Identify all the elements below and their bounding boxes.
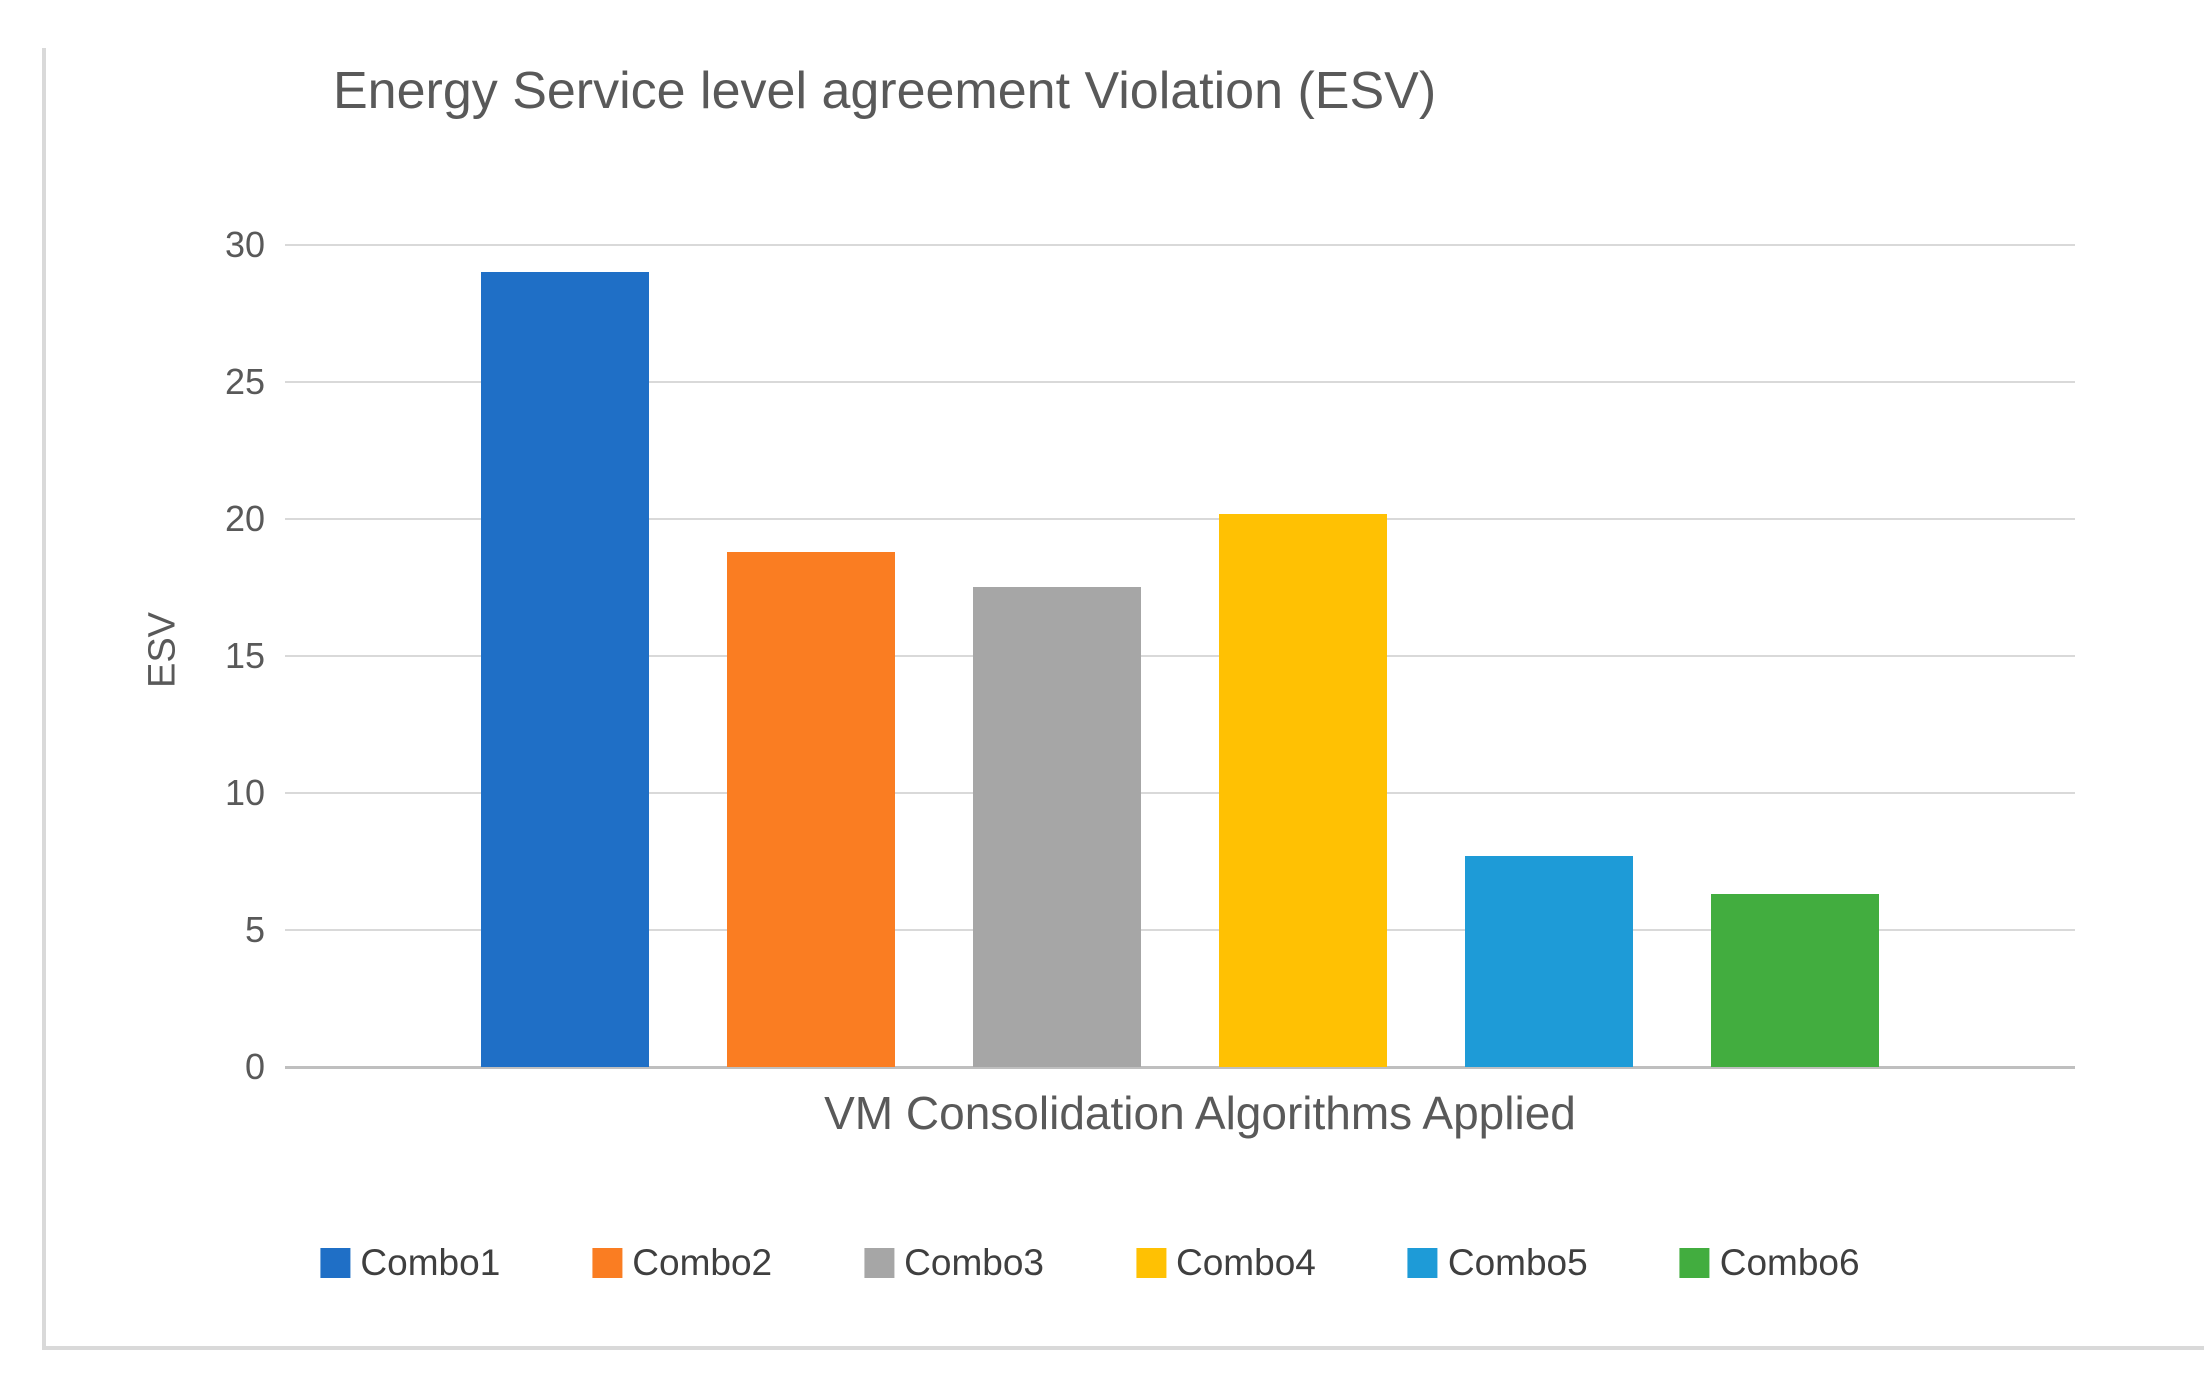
y-tick-label-0: 0 [244, 1046, 265, 1087]
legend-item-combo6: Combo6 [1679, 1240, 1860, 1286]
bar-combo3 [973, 587, 1141, 1067]
gridline-30 [285, 244, 2075, 246]
legend-swatch-icon [864, 1248, 895, 1278]
legend-label: Combo1 [360, 1242, 501, 1283]
x-axis-line [285, 1066, 2075, 1069]
bar-combo1 [481, 272, 649, 1067]
legend-label: Combo5 [1447, 1242, 1588, 1283]
bar-combo6 [1711, 894, 1879, 1067]
x-axis-title: VM Consolidation Algorithms Applied [824, 1087, 1576, 1139]
gridline-10 [285, 792, 2075, 794]
gridline-15 [285, 655, 2075, 657]
figure-border-bottom [42, 1346, 2204, 1350]
y-tick-label-15: 15 [224, 635, 265, 676]
gridline-25 [285, 381, 2075, 383]
legend-swatch-icon [592, 1248, 623, 1278]
bar-combo5 [1465, 856, 1633, 1067]
legend-item-combo3: Combo3 [864, 1240, 1044, 1286]
legend-item-combo5: Combo5 [1407, 1240, 1588, 1286]
y-tick-label-10: 10 [224, 772, 265, 813]
legend-swatch-icon [1679, 1248, 1710, 1278]
figure-border-left [42, 48, 46, 1350]
legend-item-combo2: Combo2 [592, 1240, 772, 1286]
gridline-5 [285, 929, 2075, 931]
legend-swatch-icon [1136, 1248, 1166, 1278]
legend-label: Combo6 [1719, 1242, 1860, 1283]
chart-title: Energy Service level agreement Violation… [333, 62, 1437, 120]
legend: Combo1 Combo2 Combo3 Combo4 Combo5 Combo6 [320, 1240, 1860, 1286]
legend-swatch-icon [320, 1248, 351, 1278]
plot-area [285, 244, 2075, 1069]
y-tick-label-30: 30 [224, 224, 265, 265]
legend-item-combo4: Combo4 [1136, 1240, 1316, 1286]
y-tick-label-20: 20 [224, 498, 265, 539]
legend-label: Combo4 [1176, 1242, 1316, 1283]
legend-item-combo1: Combo1 [320, 1240, 500, 1286]
y-tick-label-25: 25 [224, 361, 265, 402]
legend-swatch-icon [1407, 1248, 1438, 1278]
bar-combo2 [727, 552, 895, 1067]
legend-label: Combo2 [632, 1242, 773, 1283]
gridline-20 [285, 518, 2075, 520]
bars-container [285, 245, 2075, 1067]
bar-combo4 [1219, 514, 1387, 1067]
y-tick-label-5: 5 [244, 909, 265, 950]
legend-label: Combo3 [904, 1242, 1044, 1283]
